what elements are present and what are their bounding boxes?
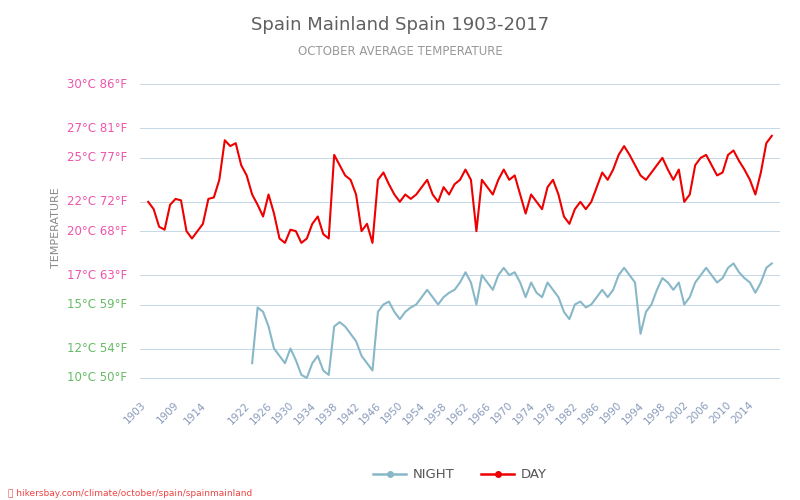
Legend: NIGHT, DAY: NIGHT, DAY [368, 463, 552, 486]
Y-axis label: TEMPERATURE: TEMPERATURE [51, 187, 61, 268]
Text: Spain Mainland Spain 1903-2017: Spain Mainland Spain 1903-2017 [251, 16, 549, 34]
Text: 27°C 81°F: 27°C 81°F [67, 122, 127, 135]
Text: 📍 hikersbay.com/climate/october/spain/spainmainland: 📍 hikersbay.com/climate/october/spain/sp… [8, 488, 252, 498]
Text: OCTOBER AVERAGE TEMPERATURE: OCTOBER AVERAGE TEMPERATURE [298, 45, 502, 58]
Text: 10°C 50°F: 10°C 50°F [67, 372, 127, 384]
Text: 22°C 72°F: 22°C 72°F [67, 196, 127, 208]
Text: 12°C 54°F: 12°C 54°F [67, 342, 127, 355]
Text: 20°C 68°F: 20°C 68°F [67, 224, 127, 237]
Text: 30°C 86°F: 30°C 86°F [67, 78, 127, 91]
Text: 15°C 59°F: 15°C 59°F [67, 298, 127, 311]
Text: 17°C 63°F: 17°C 63°F [67, 268, 127, 281]
Text: 25°C 77°F: 25°C 77°F [67, 152, 127, 164]
